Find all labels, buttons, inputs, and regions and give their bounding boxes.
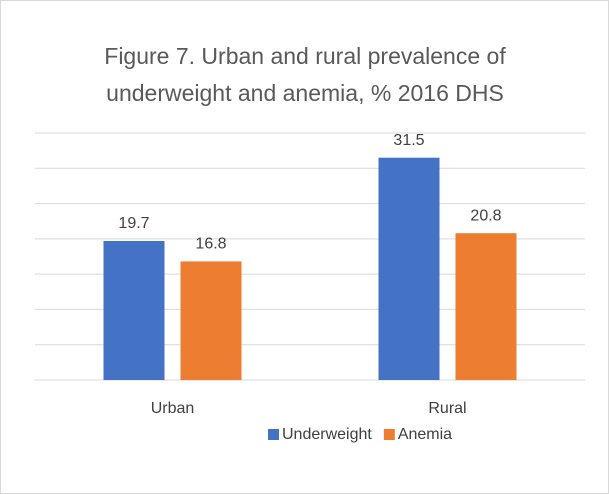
legend-label: Anemia: [398, 426, 452, 443]
data-label: 19.7: [118, 215, 149, 232]
legend-label: Underweight: [282, 426, 372, 443]
bar: [103, 240, 165, 380]
data-label: 20.8: [470, 207, 501, 224]
data-label: 16.8: [195, 236, 226, 253]
bar: [378, 157, 440, 380]
x-tick-label: Urban: [151, 400, 195, 417]
bar: [180, 261, 242, 380]
legend-swatch: [268, 429, 279, 440]
legend-swatch: [383, 429, 395, 440]
x-tick-label: Rural: [428, 400, 466, 417]
chart-title: Figure 7. Urban and rural prevalence of …: [104, 43, 506, 106]
data-label: 31.5: [393, 132, 424, 149]
bar: [455, 233, 517, 380]
